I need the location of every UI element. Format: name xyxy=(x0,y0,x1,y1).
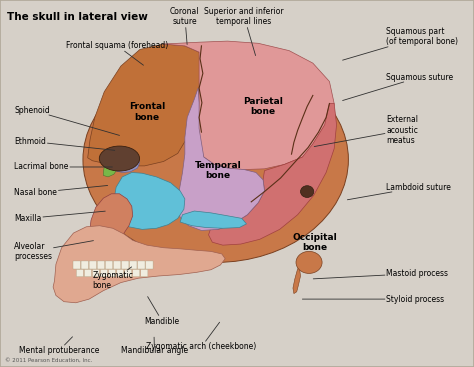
FancyBboxPatch shape xyxy=(100,269,108,277)
Ellipse shape xyxy=(301,186,314,197)
Text: Zygomatic arch (cheekbone): Zygomatic arch (cheekbone) xyxy=(146,322,256,351)
Text: © 2011 Pearson Education, Inc.: © 2011 Pearson Education, Inc. xyxy=(5,357,92,363)
Polygon shape xyxy=(53,226,225,303)
FancyBboxPatch shape xyxy=(92,269,100,277)
Text: Temporal
bone: Temporal bone xyxy=(195,161,241,180)
Text: Parietal
bone: Parietal bone xyxy=(243,97,283,116)
Ellipse shape xyxy=(99,146,140,171)
Text: Frontal squama (forehead): Frontal squama (forehead) xyxy=(66,41,169,65)
FancyBboxPatch shape xyxy=(133,269,140,277)
FancyBboxPatch shape xyxy=(109,269,116,277)
Text: Zygomatic
bone: Zygomatic bone xyxy=(92,267,133,290)
FancyBboxPatch shape xyxy=(105,261,113,269)
Text: Lacrimal bone: Lacrimal bone xyxy=(14,163,112,171)
Text: Nasal bone: Nasal bone xyxy=(14,185,108,197)
Polygon shape xyxy=(293,269,301,294)
Text: Mandible: Mandible xyxy=(145,297,180,326)
FancyBboxPatch shape xyxy=(146,261,153,269)
FancyBboxPatch shape xyxy=(81,261,89,269)
Text: Mental protuberance: Mental protuberance xyxy=(19,337,100,355)
Text: Superior and inferior
temporal lines: Superior and inferior temporal lines xyxy=(204,7,284,55)
FancyBboxPatch shape xyxy=(76,269,83,277)
FancyBboxPatch shape xyxy=(84,269,91,277)
FancyBboxPatch shape xyxy=(97,261,105,269)
Polygon shape xyxy=(180,211,246,228)
Text: Squamous part
(of temporal bone): Squamous part (of temporal bone) xyxy=(343,27,458,60)
FancyBboxPatch shape xyxy=(113,261,121,269)
Text: Alveolar
processes: Alveolar processes xyxy=(14,241,93,261)
Text: Lambdoid suture: Lambdoid suture xyxy=(347,183,451,200)
Polygon shape xyxy=(103,159,118,177)
Text: Mastoid process: Mastoid process xyxy=(313,269,448,279)
Polygon shape xyxy=(113,172,185,229)
Text: Coronal
suture: Coronal suture xyxy=(170,7,200,44)
FancyBboxPatch shape xyxy=(73,261,81,269)
Text: The skull in lateral view: The skull in lateral view xyxy=(7,12,148,22)
FancyBboxPatch shape xyxy=(125,269,132,277)
Text: Maxilla: Maxilla xyxy=(14,211,105,223)
FancyBboxPatch shape xyxy=(129,261,137,269)
Text: Sphenoid: Sphenoid xyxy=(14,106,119,135)
Text: Mandibular angle: Mandibular angle xyxy=(121,337,188,355)
Text: Frontal
bone: Frontal bone xyxy=(129,102,165,121)
Text: Squamous suture: Squamous suture xyxy=(343,73,454,101)
FancyBboxPatch shape xyxy=(117,269,124,277)
Polygon shape xyxy=(88,44,201,166)
Polygon shape xyxy=(209,103,337,245)
Text: External
acoustic
meatus: External acoustic meatus xyxy=(314,115,419,146)
Polygon shape xyxy=(178,88,264,230)
Text: Ethmoid: Ethmoid xyxy=(14,137,115,150)
Ellipse shape xyxy=(83,57,348,262)
Text: Occipital
bone: Occipital bone xyxy=(293,233,337,252)
FancyBboxPatch shape xyxy=(121,261,129,269)
Polygon shape xyxy=(89,194,133,248)
Text: Styloid process: Styloid process xyxy=(302,295,445,304)
FancyBboxPatch shape xyxy=(141,269,148,277)
FancyBboxPatch shape xyxy=(137,261,145,269)
Polygon shape xyxy=(111,154,140,172)
Polygon shape xyxy=(164,41,334,170)
FancyBboxPatch shape xyxy=(89,261,97,269)
Ellipse shape xyxy=(296,251,322,273)
